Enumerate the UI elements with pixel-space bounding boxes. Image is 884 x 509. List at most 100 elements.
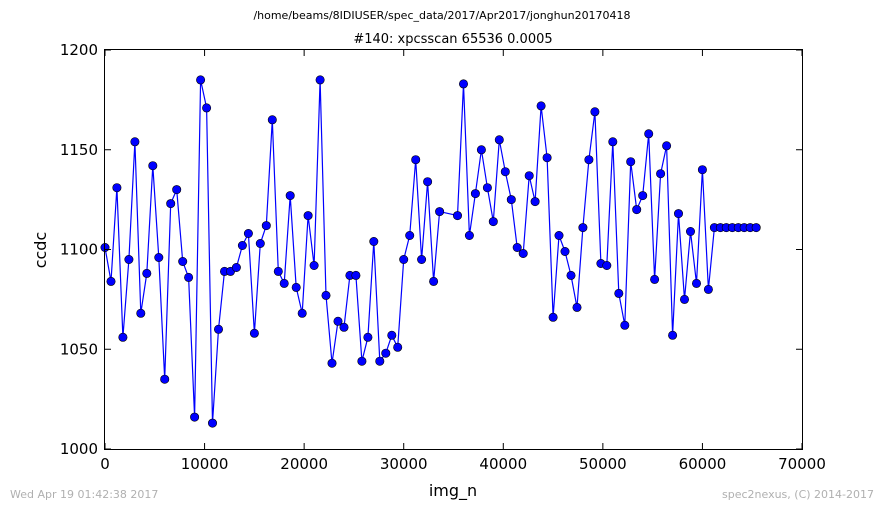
data-point: [315, 75, 325, 85]
y-tick-label: 1050: [60, 340, 98, 358]
x-tick-label: 50000: [579, 455, 627, 473]
data-point: [518, 249, 528, 259]
series-line: [104, 79, 757, 424]
y-tick-label: 1200: [60, 41, 98, 59]
data-point: [196, 75, 206, 85]
data-point: [160, 374, 170, 384]
data-point: [673, 209, 683, 219]
data-point: [303, 211, 313, 221]
data-point: [172, 185, 182, 195]
data-point: [399, 255, 409, 265]
y-tick-label: 1150: [60, 141, 98, 159]
data-point: [590, 107, 600, 117]
y-axis-label: ccdc: [31, 232, 50, 269]
data-point: [614, 288, 624, 298]
y-tick-label: 1100: [60, 241, 98, 259]
data-point: [644, 129, 654, 139]
data-point: [202, 103, 212, 113]
data-point: [327, 358, 337, 368]
footer-credit: spec2nexus, (C) 2014-2017: [722, 488, 874, 501]
data-point: [751, 223, 761, 233]
data-point: [602, 260, 612, 270]
data-point: [130, 137, 140, 147]
data-point: [249, 328, 259, 338]
data-point: [118, 332, 128, 342]
data-point: [321, 290, 331, 300]
data-point: [429, 276, 439, 286]
data-point: [566, 270, 576, 280]
data-point: [500, 167, 510, 177]
data-point: [411, 155, 421, 165]
data-point: [476, 145, 486, 155]
data-point: [387, 330, 397, 340]
data-point: [572, 302, 582, 312]
data-point: [369, 237, 379, 247]
y-tick-label: 1000: [60, 440, 98, 458]
x-tick-label: 70000: [778, 455, 826, 473]
data-point: [679, 294, 689, 304]
data-point: [548, 312, 558, 322]
chart-title: #140: xpcsscan 65536 0.0005: [353, 32, 552, 47]
data-point: [530, 197, 540, 207]
footer-timestamp: Wed Apr 19 01:42:38 2017: [10, 488, 159, 501]
data-point: [208, 418, 218, 428]
data-point: [703, 284, 713, 294]
series-line-layer: [104, 79, 757, 424]
data-point: [560, 247, 570, 257]
data-point: [190, 412, 200, 422]
data-point: [351, 270, 361, 280]
data-point: [106, 276, 116, 286]
data-point: [375, 356, 385, 366]
x-tick-label: 40000: [479, 455, 527, 473]
series-marker-layer: [100, 75, 761, 428]
data-point: [697, 165, 707, 175]
data-point: [231, 262, 241, 272]
data-point: [381, 348, 391, 358]
data-point: [482, 183, 492, 193]
data-point: [620, 320, 630, 330]
plot-frame: [104, 49, 803, 450]
data-point: [285, 191, 295, 201]
data-point: [584, 155, 594, 165]
data-point: [297, 308, 307, 318]
data-point: [142, 268, 152, 278]
data-point: [333, 316, 343, 326]
data-point: [261, 221, 271, 231]
data-point: [291, 282, 301, 292]
data-point: [363, 332, 373, 342]
data-point: [309, 260, 319, 270]
x-tick-label: 10000: [181, 455, 229, 473]
data-point: [243, 229, 253, 239]
data-point: [166, 199, 176, 209]
data-point: [279, 278, 289, 288]
data-point: [178, 256, 188, 266]
data-point: [423, 177, 433, 187]
data-point: [650, 274, 660, 284]
data-point: [435, 207, 445, 217]
data-point: [524, 171, 534, 181]
data-point: [458, 79, 468, 89]
data-point: [691, 278, 701, 288]
data-point: [638, 191, 648, 201]
data-point: [685, 227, 695, 237]
figure-suptitle: /home/beams/8IDIUSER/spec_data/2017/Apr2…: [253, 9, 631, 22]
data-point: [488, 217, 498, 227]
data-point: [112, 183, 122, 193]
x-axis: 0 10000 20000 30000 40000 50000 60000 70000: [100, 50, 826, 473]
data-point: [255, 239, 265, 249]
data-point: [494, 135, 504, 145]
data-point: [632, 205, 642, 215]
data-point: [464, 231, 474, 241]
data-point: [536, 101, 546, 111]
data-point: [184, 272, 194, 282]
data-point: [470, 189, 480, 199]
x-tick-label: 60000: [679, 455, 727, 473]
data-point: [124, 255, 134, 265]
data-point: [267, 115, 277, 125]
data-point: [656, 169, 666, 179]
data-point: [542, 153, 552, 163]
y-axis: 1000 1050 1100 1150 1200: [60, 41, 802, 458]
data-point: [578, 223, 588, 233]
data-point: [506, 195, 516, 205]
